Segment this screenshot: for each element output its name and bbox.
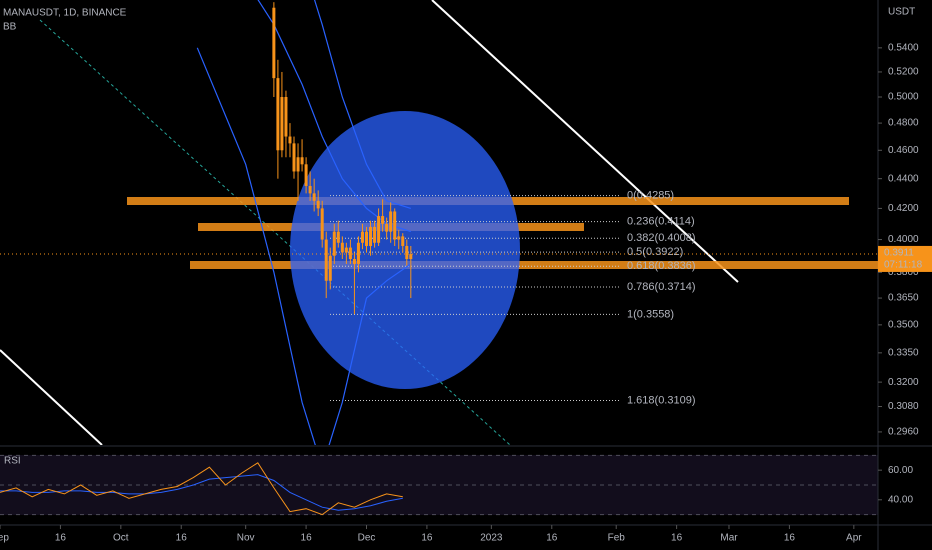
candle-body (328, 255, 332, 281)
candle-body (389, 211, 393, 232)
trendline (0, 349, 103, 445)
candle-body (377, 216, 381, 243)
candle-body (405, 245, 409, 260)
currency-label: USDT (888, 7, 915, 18)
y-tick-label: 0.4600 (888, 145, 919, 156)
x-tick-label: 16 (421, 533, 433, 544)
candle-body (348, 247, 352, 260)
fib-label: 1.618(0.3109) (627, 394, 696, 406)
candle-body (393, 211, 397, 240)
x-tick-label: 16 (671, 533, 683, 544)
x-tick-label: 16 (176, 533, 188, 544)
candle-body (272, 7, 276, 79)
fib-label: 1(0.3558) (627, 308, 674, 320)
candle-body (280, 97, 284, 151)
y-tick-label: 0.4800 (888, 118, 919, 129)
candle-body (296, 157, 300, 172)
candle-body (332, 231, 336, 256)
indicator-label: BB (3, 22, 17, 33)
candle-body (401, 236, 405, 246)
x-tick-label: Apr (846, 533, 862, 544)
candle-body (352, 259, 356, 264)
rsi-pane (0, 454, 878, 516)
candle-body (356, 242, 360, 264)
trendline (431, 0, 739, 283)
candle-body (369, 226, 373, 246)
x-tick-label: 2023 (480, 533, 503, 544)
x-tick-label: Dec (358, 533, 376, 544)
rsi-ma (0, 474, 403, 511)
candle-body (344, 247, 348, 253)
candle-body (381, 216, 385, 224)
candle-body (373, 226, 377, 243)
last-price-box (878, 245, 932, 272)
y-tick-label: 0.4200 (888, 203, 919, 214)
candle-body (397, 236, 401, 240)
y-tick-label: 0.3500 (888, 320, 919, 331)
y-tick-label: 0.3800 (888, 267, 919, 278)
rsi-line (0, 462, 403, 516)
x-tick-label: Feb (608, 533, 626, 544)
chart-title: MANAUSDT, 1D, BINANCE (3, 8, 127, 19)
candle-body (336, 231, 340, 243)
y-tick-label: 0.3080 (888, 401, 919, 412)
y-tick-label: 0.2960 (888, 427, 919, 438)
fib-label: 0(0.4285) (627, 190, 674, 202)
fib-label: 0.236(0.4114) (627, 216, 695, 228)
x-tick-label: 16 (55, 533, 67, 544)
y-tick-label: 0.3200 (888, 377, 919, 388)
rsi-y-tick-label: 40.00 (888, 494, 913, 505)
horizontal-zone (190, 261, 878, 269)
candle-body (304, 164, 308, 186)
x-tick-label: Mar (720, 533, 738, 544)
candle-body (365, 231, 369, 246)
x-tick-label: 16 (546, 533, 558, 544)
y-tick-label: 0.3650 (888, 293, 919, 304)
bb-lower (196, 47, 412, 445)
y-tick-label: 0.4000 (888, 234, 919, 245)
bb-upper (313, 0, 411, 209)
rsi-y-tick-label: 60.00 (888, 465, 913, 476)
candle-body (316, 200, 320, 209)
candle-body (340, 242, 344, 253)
candle-body (312, 193, 316, 201)
candle-body (284, 97, 288, 137)
candle-body (409, 254, 413, 260)
x-tick-label: 16 (301, 533, 313, 544)
candle-body (385, 223, 389, 232)
fib-label: 0.786(0.3714) (627, 281, 696, 293)
x-tick-label: 16 (784, 533, 796, 544)
candle-body (288, 136, 292, 144)
candle-body (292, 143, 296, 172)
countdown-label: 07:11:18 (884, 260, 923, 271)
x-tick-label: Nov (237, 533, 255, 544)
last-price-label: 0.3911 (884, 248, 914, 259)
main-pane: 0(0.4285) 0.236(0.4114) 0.382(0.4008) 0.5(0… (0, 0, 878, 445)
y-tick-label: 0.5000 (888, 92, 919, 103)
candle-body (308, 185, 312, 194)
y-tick-label: 0.5200 (888, 67, 919, 78)
fib-label: 0.5(0.3922) (627, 246, 683, 258)
candle-body (324, 239, 328, 281)
y-tick-label: 0.5400 (888, 42, 919, 53)
fib-label: 0.382(0.4008) (627, 232, 696, 244)
rsi-title: RSI (4, 456, 21, 467)
candle-body (320, 208, 324, 240)
x-tick-label: Oct (113, 533, 129, 544)
fib-label: 0.618(0.3836) (627, 260, 696, 272)
x-tick-label: Sep (0, 533, 9, 544)
candle-body (300, 157, 304, 165)
candle-body (276, 78, 280, 151)
y-tick-label: 0.3350 (888, 347, 919, 358)
candle-body (360, 231, 364, 243)
highlight-ellipse (290, 111, 520, 389)
y-tick-label: 0.4400 (888, 173, 919, 184)
